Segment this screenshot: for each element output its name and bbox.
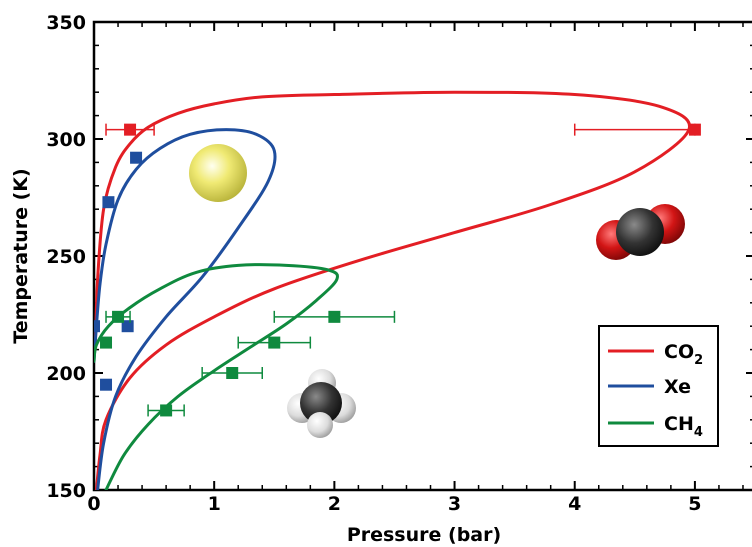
x-tick-label: 0 [87, 493, 100, 515]
data-point-co2 [688, 123, 701, 136]
x-axis-label: Pressure (bar) [347, 524, 501, 546]
svg-text:CO2: CO2 [664, 341, 703, 368]
data-point-ch4 [268, 336, 281, 349]
data-point-ch4 [226, 367, 239, 379]
x-tick-label: 2 [328, 493, 341, 515]
legend-label-co2: CO [664, 341, 694, 363]
legend-label-ch4: CH [664, 413, 694, 435]
xenon-atom-image [189, 144, 247, 202]
legend-sub-ch4: 4 [694, 425, 703, 440]
svg-text:Xe: Xe [664, 376, 691, 398]
y-tick-label: 150 [46, 480, 86, 502]
data-point-xe [100, 378, 113, 391]
x-tick-label: 4 [568, 493, 581, 515]
series-layer [94, 90, 701, 490]
data-point-ch4 [100, 336, 113, 349]
y-axis-label: Temperature (K) [10, 168, 32, 343]
legend-label-xe: Xe [664, 376, 691, 398]
legend-sub-co2: 2 [694, 353, 703, 368]
series-line-co2 [94, 90, 692, 490]
x-tick-label: 5 [688, 493, 701, 515]
data-point-ch4 [160, 404, 173, 417]
legend-item-xe: Xe [608, 376, 691, 398]
methane-molecule-image [287, 369, 356, 438]
axes: 0 1 2 3 4 5 150 200 250 300 350 [46, 12, 752, 515]
data-point-ch4 [328, 310, 341, 323]
legend-item-co2: CO2 [608, 341, 703, 368]
series-line-xe [94, 128, 277, 490]
data-point-xe [94, 320, 100, 333]
data-point-xe [102, 196, 115, 209]
y-tick-label: 200 [46, 363, 86, 385]
series-line-ch4 [94, 263, 340, 490]
x-tick-label: 1 [208, 493, 221, 515]
data-point-xe [130, 151, 143, 164]
legend-item-ch4: CH4 [608, 413, 703, 440]
legend: CO2 Xe CH4 [598, 325, 719, 447]
co2-molecule-image [596, 204, 685, 260]
y-tick-label: 250 [46, 246, 86, 268]
data-point-xe [121, 320, 134, 333]
y-tick-label: 350 [46, 12, 86, 34]
y-tick-label: 300 [46, 129, 86, 151]
data-point-ch4 [112, 310, 125, 323]
x-tick-label: 3 [448, 493, 461, 515]
data-point-co2 [124, 123, 137, 136]
svg-text:CH4: CH4 [664, 413, 703, 440]
